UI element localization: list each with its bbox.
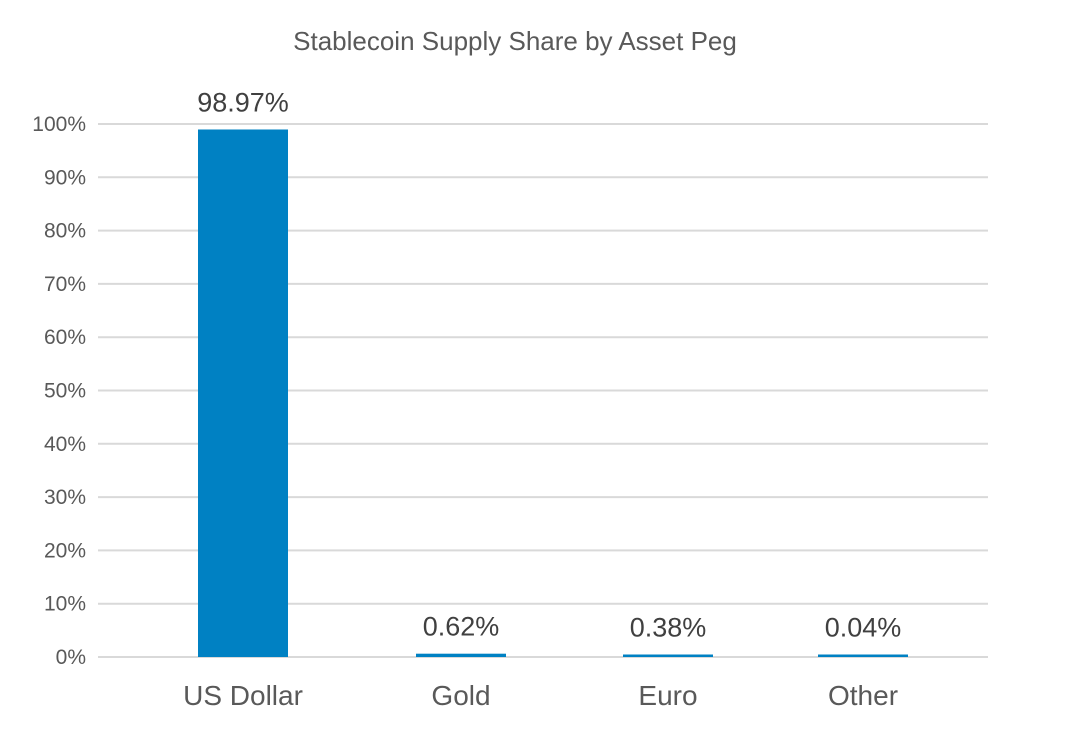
y-tick-label: 10%: [44, 593, 86, 616]
bar: [416, 653, 506, 657]
x-category-label: Euro: [638, 680, 697, 711]
y-tick-label: 50%: [44, 380, 86, 403]
bars: [198, 129, 908, 658]
x-axis-categories: US Dollar Gold Euro Other: [183, 680, 898, 711]
bar: [623, 654, 713, 657]
y-tick-label: 60%: [44, 326, 86, 349]
y-tick-label: 40%: [44, 433, 86, 456]
x-category-label: Other: [828, 680, 898, 711]
x-category-label: US Dollar: [183, 680, 303, 711]
data-label: 98.97%: [197, 87, 289, 117]
data-labels: 98.97% 0.62% 0.38% 0.04%: [197, 87, 901, 642]
y-tick-label: 80%: [44, 220, 86, 243]
data-label: 0.62%: [423, 612, 500, 642]
bar: [818, 654, 908, 657]
y-tick-label: 70%: [44, 273, 86, 296]
data-label: 0.38%: [630, 613, 707, 643]
y-tick-label: 90%: [44, 166, 86, 189]
data-label: 0.04%: [825, 613, 902, 643]
y-tick-label: 0%: [56, 646, 86, 669]
bar: [198, 129, 288, 658]
y-tick-label: 20%: [44, 539, 86, 562]
x-category-label: Gold: [431, 680, 490, 711]
y-tick-label: 30%: [44, 486, 86, 509]
y-axis-ticks: 0% 10% 20% 30% 40% 50% 60% 70% 80% 90% 100%: [32, 113, 86, 669]
y-tick-label: 100%: [32, 113, 86, 136]
chart-title: Stablecoin Supply Share by Asset Peg: [293, 26, 737, 56]
